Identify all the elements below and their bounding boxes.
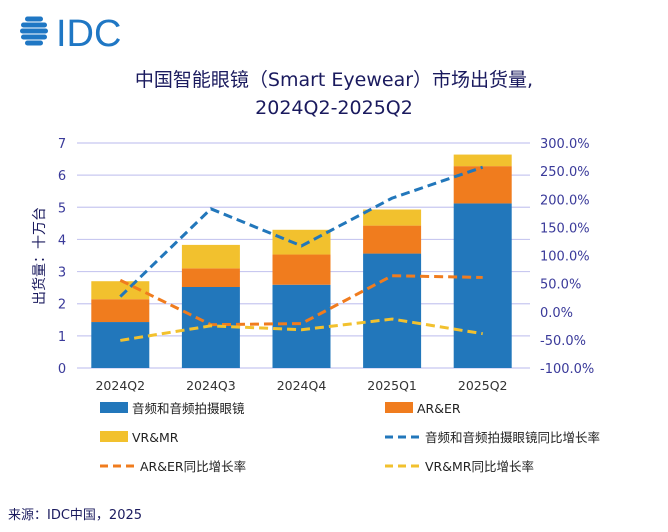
y-tick-label: 3 <box>58 266 66 281</box>
y-axis-label: 出货量：十万台 <box>31 207 48 305</box>
chart-title: 中国智能眼镜（Smart Eyewear）市场出货量, <box>135 69 533 91</box>
y-tick-label: 0 <box>58 362 66 377</box>
bar-segment <box>181 268 240 287</box>
y2-tick-label: 250.0% <box>540 165 590 180</box>
y-tick-label: 1 <box>58 330 66 345</box>
legend-label: VR&MR <box>132 430 179 445</box>
y2-tick-label: 300.0% <box>540 137 590 152</box>
bar-segment <box>453 203 512 368</box>
legend-label: AR&ER <box>417 401 461 416</box>
y2-tick-label: 150.0% <box>540 221 590 236</box>
bar-segment <box>181 244 240 269</box>
legend-swatch <box>385 402 413 413</box>
x-tick-label: 2025Q1 <box>367 378 417 393</box>
legend-item: VR&MR <box>100 430 179 445</box>
y2-tick-label: 50.0% <box>540 278 581 293</box>
globe-icon <box>20 16 48 46</box>
legend-label: 音频和音频拍摄眼镜 <box>132 401 245 416</box>
bar-segment <box>453 154 512 167</box>
logo-text: IDC <box>56 13 121 55</box>
legend-swatch <box>100 402 128 413</box>
legend-item: 音频和音频拍摄眼镜 <box>100 401 245 416</box>
y-tick-label: 7 <box>58 137 66 152</box>
globe-stripe <box>25 40 43 46</box>
chart-subtitle: 2024Q2-2025Q2 <box>255 97 413 119</box>
legend-item: 音频和音频拍摄眼镜同比增长率 <box>385 430 600 445</box>
legend-swatch <box>100 431 128 442</box>
bar-segment <box>272 229 331 255</box>
y-tick-label: 4 <box>58 233 66 248</box>
globe-stripe <box>21 34 47 40</box>
legend-label: AR&ER同比增长率 <box>140 459 246 474</box>
y2-tick-label: 100.0% <box>540 250 590 265</box>
globe-stripe <box>20 28 48 34</box>
growth-line <box>120 317 483 342</box>
bar-segment <box>363 209 422 226</box>
bar-segment <box>91 299 150 323</box>
x-tick-label: 2025Q2 <box>458 378 508 393</box>
growth-line <box>119 165 484 298</box>
y-tick-label: 5 <box>58 201 66 216</box>
legend-item: VR&MR同比增长率 <box>385 459 534 474</box>
globe-stripe <box>21 22 47 28</box>
bar-segment <box>363 225 422 254</box>
bar-segment <box>91 322 150 368</box>
globe-stripe <box>25 16 43 22</box>
y2-tick-label: 200.0% <box>540 193 590 208</box>
y2-tick-label: -100.0% <box>540 362 594 377</box>
source-note: 来源：IDC中国，2025 <box>8 508 142 523</box>
y2-tick-label: 0.0% <box>540 306 573 321</box>
bar-segment <box>272 254 331 285</box>
x-tick-label: 2024Q3 <box>186 378 236 393</box>
y-tick-label: 6 <box>58 169 66 184</box>
growth-line <box>119 274 483 327</box>
y2-tick-label: -50.0% <box>540 334 586 349</box>
x-tick-label: 2024Q2 <box>95 378 145 393</box>
x-tick-label: 2024Q4 <box>277 378 327 393</box>
legend-item: AR&ER同比增长率 <box>100 459 246 474</box>
y-tick-label: 2 <box>58 298 66 313</box>
bar-segment <box>363 253 422 368</box>
legend-label: VR&MR同比增长率 <box>425 459 534 474</box>
legend-item: AR&ER <box>385 401 461 416</box>
idc-logo: IDC <box>20 13 121 55</box>
legend-label: 音频和音频拍摄眼镜同比增长率 <box>425 430 600 445</box>
bar-segment <box>453 166 512 204</box>
